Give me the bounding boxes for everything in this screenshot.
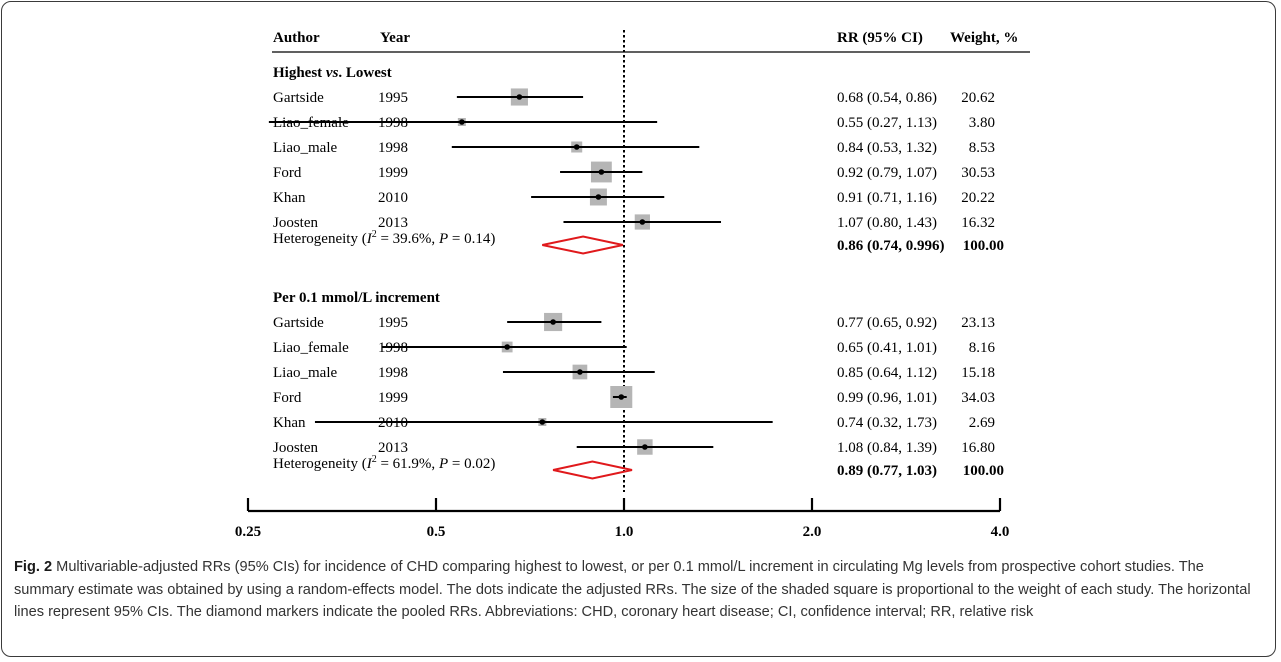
- x-tick-label: 1.0: [615, 524, 634, 540]
- study-author: Liao_female: [273, 340, 349, 356]
- header-weight: Weight, %: [950, 30, 1018, 46]
- study-year: 1999: [378, 390, 408, 406]
- group-title-part: Highest: [273, 65, 326, 81]
- study-rr-text: 0.77 (0.65, 0.92): [837, 315, 937, 331]
- het-i-symbol: I: [366, 456, 373, 472]
- study-rr-text: 0.65 (0.41, 1.01): [837, 340, 937, 356]
- pooled-diamond: [552, 460, 633, 480]
- study-rr-text: 0.99 (0.96, 1.01): [837, 390, 937, 406]
- study-year: 2010: [378, 190, 408, 206]
- het-i-symbol: I: [366, 231, 373, 247]
- het-p-symbol: P: [438, 456, 448, 472]
- het-p-value: = 0.02): [448, 456, 495, 472]
- study-weight: 8.53: [969, 140, 995, 156]
- pooled-weight: 100.00: [963, 238, 1004, 254]
- group-title-part: Per 0.1 mmol/L increment: [273, 290, 440, 306]
- pooled-rr-text: 0.89 (0.77, 1.03): [837, 463, 937, 479]
- study-year: 1998: [378, 365, 408, 381]
- study-weight: 3.80: [969, 115, 995, 131]
- x-tick-label: 0.5: [427, 524, 446, 540]
- x-tick-label: 2.0: [803, 524, 822, 540]
- study-rr-text: 1.07 (0.80, 1.43): [837, 215, 937, 231]
- study-author: Gartside: [273, 315, 324, 331]
- point-estimate: [459, 119, 465, 125]
- study-author: Ford: [273, 390, 302, 406]
- study-weight: 34.03: [961, 390, 995, 406]
- study-author: Khan: [273, 190, 306, 206]
- het-i-value: = 39.6%,: [377, 231, 439, 247]
- point-estimate: [618, 394, 625, 400]
- point-estimate: [642, 444, 648, 450]
- study-rr-text: 0.74 (0.32, 1.73): [837, 415, 937, 431]
- study-weight: 16.80: [961, 440, 995, 456]
- pooled-diamond: [542, 235, 624, 255]
- point-estimate: [504, 344, 510, 350]
- het-i-sup: 2: [372, 454, 377, 465]
- point-estimate: [639, 219, 646, 225]
- study-year: 2013: [378, 440, 408, 456]
- header-author: Author: [273, 30, 320, 46]
- study-year: 2013: [378, 215, 408, 231]
- point-estimate: [577, 369, 583, 375]
- point-estimate: [516, 94, 523, 100]
- caption-label: Fig. 2: [14, 559, 53, 575]
- study-author: Ford: [273, 165, 302, 181]
- study-year: 1998: [378, 140, 408, 156]
- study-rr-text: 0.55 (0.27, 1.13): [837, 115, 937, 131]
- het-p-value: = 0.14): [448, 231, 495, 247]
- x-tick-label: 0.25: [235, 524, 261, 540]
- heterogeneity-label: Heterogeneity (I2 = 61.9%, P = 0.02): [273, 454, 495, 472]
- heterogeneity-label: Heterogeneity (I2 = 39.6%, P = 0.14): [273, 229, 495, 247]
- group-title-part: . Lowest: [338, 65, 391, 81]
- study-rr-text: 0.84 (0.53, 1.32): [837, 140, 937, 156]
- caption-text: Multivariable-adjusted RRs (95% CIs) for…: [14, 559, 1251, 620]
- point-estimate: [595, 194, 602, 200]
- het-i-value: = 61.9%,: [377, 456, 439, 472]
- study-rr-text: 0.85 (0.64, 1.12): [837, 365, 937, 381]
- header-year: Year: [380, 30, 410, 46]
- group-title: Per 0.1 mmol/L increment: [273, 290, 440, 306]
- study-weight: 15.18: [961, 365, 995, 381]
- study-author: Khan: [273, 415, 306, 431]
- point-estimate: [550, 319, 556, 325]
- x-tick-label: 4.0: [991, 524, 1010, 540]
- het-prefix: Heterogeneity (: [273, 456, 367, 472]
- het-prefix: Heterogeneity (: [273, 231, 367, 247]
- study-author: Liao_male: [273, 365, 337, 381]
- study-rr-text: 0.92 (0.79, 1.07): [837, 165, 937, 181]
- study-weight: 30.53: [961, 165, 995, 181]
- study-weight: 20.22: [961, 190, 995, 206]
- point-estimate: [573, 144, 580, 150]
- figure-caption: Fig. 2 Multivariable-adjusted RRs (95% C…: [14, 556, 1264, 624]
- pooled-rr-text: 0.86 (0.74, 0.996): [837, 238, 945, 254]
- pooled-weight: 100.00: [963, 463, 1004, 479]
- point-estimate: [598, 169, 605, 175]
- het-p-symbol: P: [438, 231, 448, 247]
- header-rr: RR (95% CI): [837, 30, 923, 46]
- study-year: 1995: [378, 90, 408, 106]
- het-i-sup: 2: [372, 229, 377, 240]
- study-rr-text: 1.08 (0.84, 1.39): [837, 440, 937, 456]
- study-rr-text: 0.91 (0.71, 1.16): [837, 190, 937, 206]
- study-weight: 20.62: [961, 90, 995, 106]
- study-weight: 8.16: [969, 340, 996, 356]
- study-weight: 23.13: [961, 315, 995, 331]
- study-author: Joosten: [273, 440, 319, 456]
- study-rr-text: 0.68 (0.54, 0.86): [837, 90, 937, 106]
- forest-plot: Author Year RR (95% CI) Weight, % Highes…: [235, 30, 1030, 540]
- study-year: 1995: [378, 315, 408, 331]
- study-weight: 16.32: [961, 215, 995, 231]
- study-author: Gartside: [273, 90, 324, 106]
- study-weight: 2.69: [969, 415, 995, 431]
- point-estimate: [539, 419, 546, 425]
- study-author: Joosten: [273, 215, 319, 231]
- study-author: Liao_male: [273, 140, 337, 156]
- group-title-part: vs: [326, 65, 339, 81]
- group-title: Highest vs. Lowest: [273, 65, 392, 81]
- study-year: 1999: [378, 165, 408, 181]
